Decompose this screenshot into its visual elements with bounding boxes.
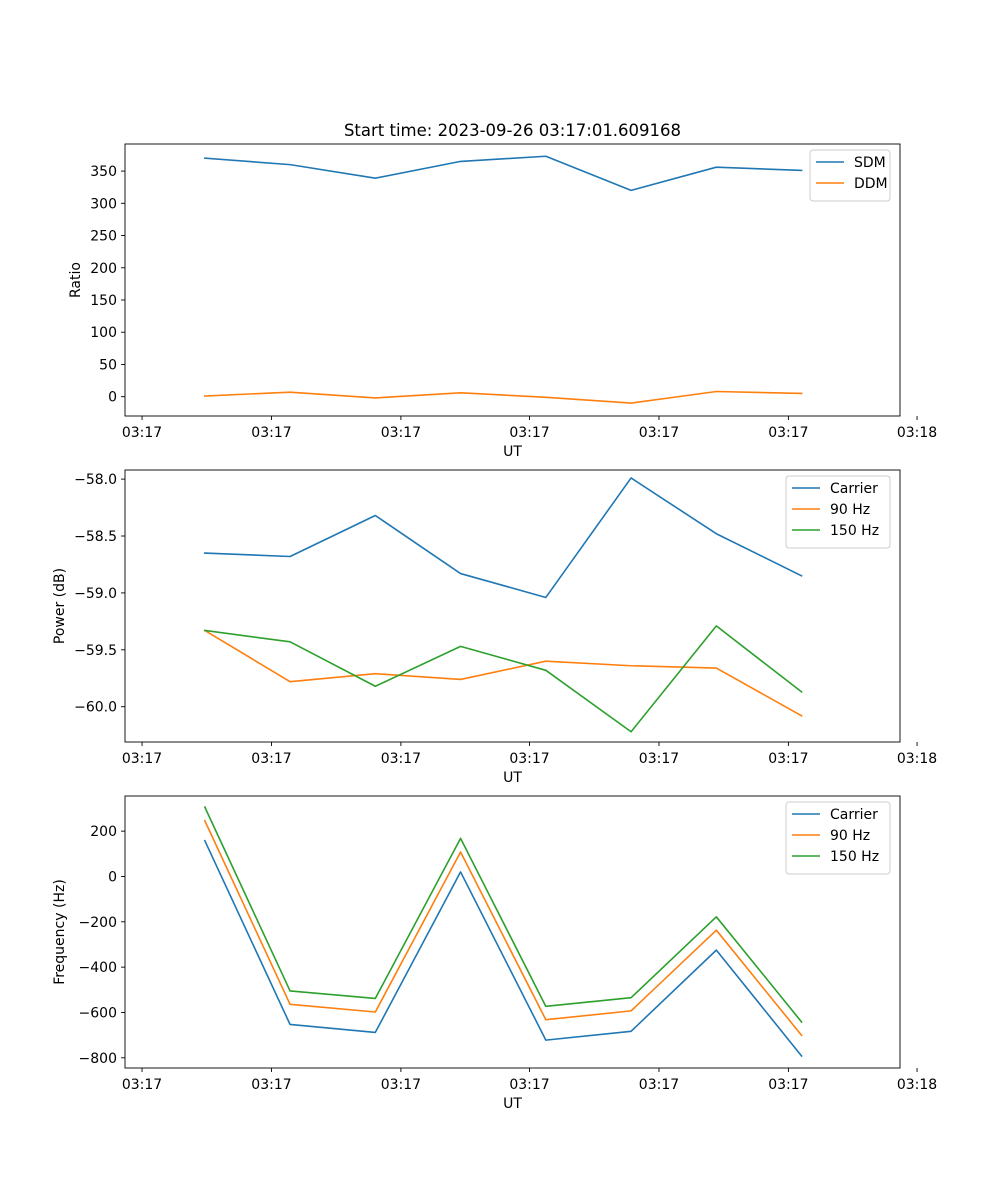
y-axis-label: Ratio	[68, 262, 84, 298]
x-axis-label: UT	[503, 770, 522, 786]
legend-label: SDM	[854, 155, 886, 171]
y-tick-label: 200	[90, 261, 117, 277]
y-tick-label: 50	[99, 357, 117, 373]
chart-panel-2: 03:17 03:17 03:17 03:17 03:17 03:17 03:18 −60.0…	[52, 469, 937, 786]
legend-label: DDM	[854, 176, 888, 192]
x-tick-label: 03:17	[768, 751, 808, 767]
axes-frame	[124, 469, 901, 743]
x-tick-label: 03:17	[509, 751, 549, 767]
x-tick-label: 03:17	[251, 425, 291, 441]
series-line-sdm	[203, 155, 803, 192]
x-tick-label: 03:18	[897, 1077, 937, 1093]
series-line-90-hz	[203, 819, 803, 1037]
x-tick-label: 03:17	[251, 1077, 291, 1093]
x-tick-label: 03:17	[381, 425, 421, 441]
x-tick-label: 03:17	[381, 751, 421, 767]
series-line-150-hz	[203, 625, 803, 733]
y-tick-label: −59.5	[74, 643, 117, 659]
y-tick-label: −600	[79, 1005, 117, 1021]
axes-frame	[124, 795, 901, 1069]
legend-label: Carrier	[830, 481, 878, 497]
y-tick-label: 300	[90, 196, 117, 212]
chart-panel-1: 03:17 03:17 03:17 03:17 03:17 03:17 03:18 0 50 10…	[68, 121, 937, 460]
x-axis-label: UT	[503, 1096, 522, 1112]
x-tick-label: 03:17	[122, 1077, 162, 1093]
y-tick-label: 0	[108, 390, 117, 406]
x-tick-label: 03:17	[381, 1077, 421, 1093]
chart-title: Start time: 2023-09-26 03:17:01.609168	[344, 121, 681, 140]
legend-label: 90 Hz	[830, 828, 870, 844]
y-tick-label: −58.5	[74, 529, 117, 545]
x-axis-label: UT	[503, 444, 522, 460]
y-tick-label: 350	[90, 164, 117, 180]
x-tick-label: 03:17	[251, 751, 291, 767]
legend-label: 150 Hz	[830, 849, 879, 865]
legend-label: Carrier	[830, 807, 878, 823]
series-line-90-hz	[203, 629, 803, 717]
x-tick-label: 03:17	[639, 751, 679, 767]
y-tick-label: 150	[90, 293, 117, 309]
axes-frame	[124, 143, 901, 417]
legend-label: 90 Hz	[830, 502, 870, 518]
legend: Carrier 90 Hz 150 Hz	[785, 801, 891, 875]
x-tick-label: 03:17	[768, 425, 808, 441]
x-tick-label: 03:17	[639, 425, 679, 441]
y-tick-label: 250	[90, 229, 117, 245]
x-tick-label: 03:18	[897, 751, 937, 767]
x-tick-label: 03:17	[639, 1077, 679, 1093]
x-tick-label: 03:17	[509, 1077, 549, 1093]
legend: SDM DDM	[809, 149, 891, 202]
y-tick-label: 0	[108, 869, 117, 885]
legend: Carrier 90 Hz 150 Hz	[785, 475, 891, 549]
y-tick-label: −400	[79, 960, 117, 976]
x-tick-label: 03:17	[509, 425, 549, 441]
x-tick-label: 03:17	[122, 425, 162, 441]
series-line-carrier	[203, 839, 803, 1058]
x-tick-label: 03:17	[122, 751, 162, 767]
y-tick-label: 200	[90, 824, 117, 840]
x-tick-label: 03:17	[768, 1077, 808, 1093]
series-line-ddm	[203, 390, 803, 404]
chart-panel-3: 03:17 03:17 03:17 03:17 03:17 03:17 03:18 −800 −…	[52, 795, 937, 1112]
series-line-150-hz	[203, 806, 803, 1024]
y-axis-label: Frequency (Hz)	[52, 879, 68, 985]
legend-label: 150 Hz	[830, 523, 879, 539]
y-tick-label: 100	[90, 325, 117, 341]
y-tick-label: −800	[79, 1051, 117, 1067]
y-tick-label: −200	[79, 915, 117, 931]
x-tick-label: 03:18	[897, 425, 937, 441]
y-axis-label: Power (dB)	[52, 568, 68, 644]
y-tick-label: −59.0	[74, 586, 117, 602]
y-tick-label: −58.0	[74, 472, 117, 488]
y-tick-label: −60.0	[74, 700, 117, 716]
series-line-carrier	[203, 477, 803, 599]
